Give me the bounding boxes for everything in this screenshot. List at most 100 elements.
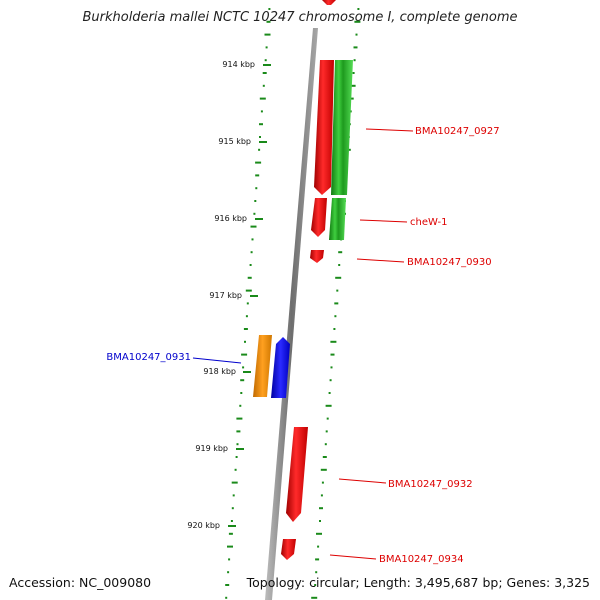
gene-green-2[interactable] bbox=[329, 198, 346, 240]
gc-dot bbox=[320, 494, 323, 497]
gc-dot bbox=[334, 315, 337, 318]
leader-line bbox=[329, 554, 377, 560]
gc-dot bbox=[255, 187, 258, 190]
tick-label: 916 kbp bbox=[214, 214, 247, 223]
gc-dot bbox=[259, 136, 261, 138]
tick-label: 920 kbp bbox=[187, 521, 220, 530]
gc-dot bbox=[260, 110, 263, 113]
gc-dot bbox=[321, 481, 324, 484]
gc-dot bbox=[250, 251, 253, 254]
gc-dot bbox=[314, 584, 317, 586]
gc-dot bbox=[250, 225, 257, 228]
gene-bma0931[interactable] bbox=[253, 335, 272, 397]
gc-dot bbox=[336, 289, 339, 292]
accession-text: Accession: NC_009080 bbox=[9, 575, 152, 590]
chromosome-backbone bbox=[265, 28, 318, 600]
gc-dot bbox=[235, 456, 238, 458]
gc-dot bbox=[264, 59, 267, 62]
gc-dot bbox=[244, 340, 246, 343]
gc-dot bbox=[228, 532, 233, 535]
tick-label: 917 kbp bbox=[209, 291, 242, 300]
gc-dot bbox=[330, 353, 335, 356]
gc-dot bbox=[317, 545, 320, 548]
gc-dot bbox=[236, 430, 241, 433]
gc-dot bbox=[236, 443, 239, 446]
gc-dot bbox=[232, 494, 235, 497]
gc-dot bbox=[258, 148, 261, 151]
gc-dot bbox=[236, 417, 243, 420]
gc-dot bbox=[227, 571, 230, 574]
tick-label: 919 kbp bbox=[195, 444, 228, 453]
gene-label-bma0930[interactable]: BMA10247_0930 bbox=[407, 257, 492, 268]
leader-line bbox=[359, 219, 408, 223]
gene-green-1[interactable] bbox=[331, 60, 353, 195]
gc-dot bbox=[262, 84, 265, 87]
gene-chew1[interactable] bbox=[311, 198, 327, 237]
tick-label: 915 kbp bbox=[218, 137, 251, 146]
leader-line bbox=[192, 357, 242, 364]
gc-dot bbox=[322, 456, 327, 458]
gene-bma0934[interactable] bbox=[281, 539, 296, 560]
map-title: Burkholderia mallei NCTC 10247 chromosom… bbox=[82, 10, 518, 25]
gc-dot bbox=[353, 59, 356, 62]
gc-dot bbox=[230, 520, 233, 522]
gene-bma0927[interactable] bbox=[314, 60, 334, 195]
gc-dot bbox=[315, 571, 318, 574]
gc-dot bbox=[352, 72, 355, 74]
gene-blue[interactable] bbox=[271, 337, 290, 398]
gc-dot bbox=[265, 46, 268, 49]
topology-summary: Topology: circular; Length: 3,495,687 bp… bbox=[246, 575, 590, 590]
gene-label-bma0931[interactable]: BMA10247_0931 bbox=[106, 352, 191, 363]
gc-dot bbox=[320, 468, 327, 471]
gc-dot bbox=[225, 596, 228, 599]
gc-dot bbox=[325, 404, 332, 407]
gc-dot bbox=[330, 340, 337, 343]
gc-dot bbox=[245, 315, 248, 318]
gc-dot bbox=[325, 430, 328, 433]
gc-dot bbox=[259, 97, 266, 100]
gc-dot bbox=[268, 8, 271, 10]
gc-dot bbox=[333, 328, 336, 330]
leader-line bbox=[365, 128, 414, 132]
gc-dot bbox=[255, 174, 260, 177]
tick-label: 918 kbp bbox=[203, 367, 236, 376]
gc-dot bbox=[334, 302, 339, 305]
gene-labels: BMA10247_0927 cheW-1 BMA10247_0930 BMA10… bbox=[106, 126, 499, 565]
gc-dot bbox=[243, 328, 248, 330]
gene-bma0930[interactable] bbox=[310, 250, 324, 263]
gc-dot bbox=[262, 72, 267, 74]
gc-dot bbox=[255, 161, 262, 164]
gc-dot bbox=[319, 507, 323, 510]
gc-dot bbox=[324, 443, 327, 446]
gc-dot bbox=[319, 520, 321, 522]
genes-forward bbox=[281, 0, 353, 560]
gc-dot bbox=[338, 251, 343, 254]
gc-dot bbox=[355, 33, 358, 36]
gc-dot bbox=[266, 20, 271, 23]
gene-label-bma0932[interactable]: BMA10247_0932 bbox=[388, 479, 473, 490]
gc-dot bbox=[349, 97, 354, 100]
gene-arrow-top bbox=[322, 0, 336, 5]
leader-line bbox=[338, 478, 387, 484]
gc-dot bbox=[328, 392, 331, 394]
gc-dot bbox=[316, 532, 322, 535]
gc-dot bbox=[225, 584, 230, 586]
gene-label-bma0934[interactable]: BMA10247_0934 bbox=[379, 554, 464, 565]
gc-dot bbox=[335, 276, 342, 279]
gc-dot bbox=[338, 264, 341, 266]
leader-line bbox=[356, 258, 405, 263]
gene-bma0932[interactable] bbox=[286, 427, 308, 522]
gc-dot bbox=[231, 481, 238, 484]
gc-dot bbox=[249, 264, 252, 266]
gc-dot bbox=[354, 20, 361, 23]
gc-dot bbox=[245, 289, 252, 292]
gene-label-bma0927[interactable]: BMA10247_0927 bbox=[415, 126, 500, 137]
gc-dot bbox=[253, 212, 256, 215]
gc-dot bbox=[247, 276, 252, 279]
gc-dot bbox=[264, 33, 271, 36]
gc-dot bbox=[353, 46, 358, 49]
gc-dot bbox=[240, 392, 243, 394]
gc-dot bbox=[254, 200, 257, 202]
gene-label-chew1[interactable]: cheW-1 bbox=[410, 217, 447, 228]
